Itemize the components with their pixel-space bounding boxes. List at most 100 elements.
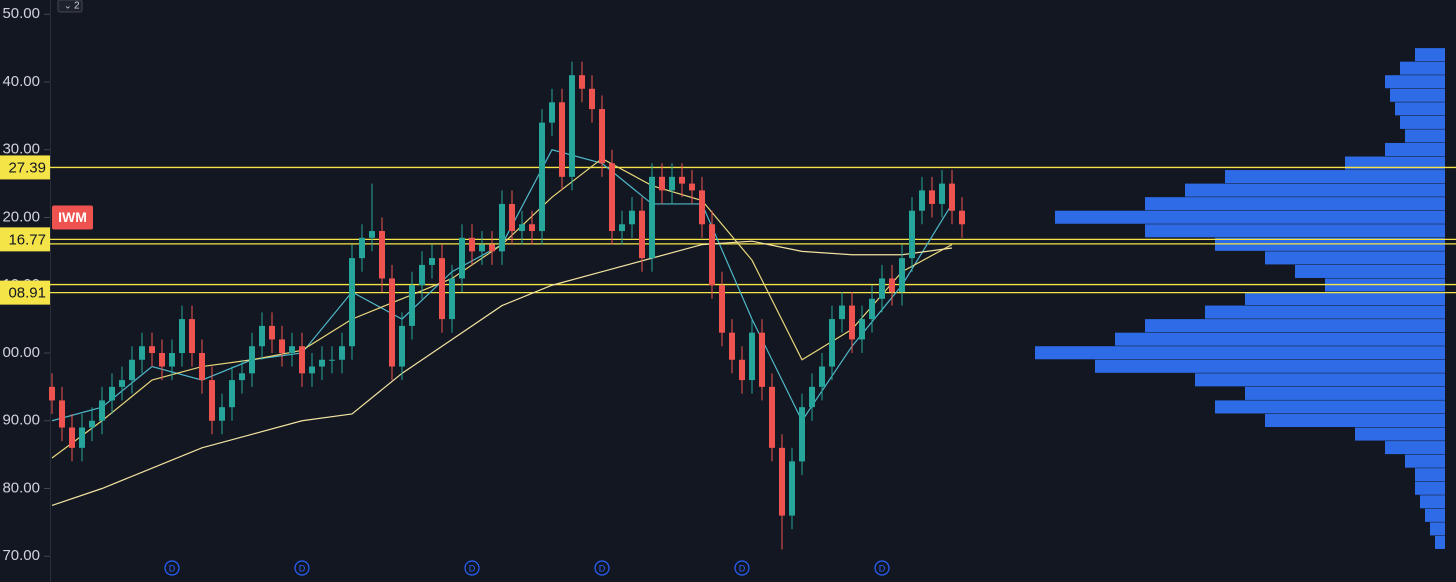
pane-badge-chevron: ⌄ <box>64 0 72 10</box>
candle-body <box>929 190 935 204</box>
candle-body <box>779 447 785 516</box>
candle-body <box>49 386 55 401</box>
candle-body <box>289 346 295 353</box>
candle-body <box>809 386 815 408</box>
profile-bar <box>1145 319 1445 333</box>
dividend-label: D <box>879 563 886 573</box>
candle-body <box>399 325 405 367</box>
profile-bar <box>1395 102 1445 116</box>
profile-bar <box>1415 48 1445 62</box>
profile-bar <box>1035 346 1445 360</box>
moving-average <box>51 240 953 507</box>
profile-bar <box>1225 170 1445 184</box>
profile-bar <box>1115 332 1445 346</box>
candle-body <box>909 210 915 259</box>
candle-body <box>799 407 805 462</box>
dividend-marker <box>734 560 750 576</box>
candle-body <box>259 325 265 347</box>
y-tick-label: 40.00 <box>2 73 40 90</box>
candle-body <box>899 258 905 293</box>
candle-body <box>599 109 605 164</box>
level-tag <box>0 227 50 252</box>
candle-body <box>469 237 475 252</box>
candle-body <box>319 359 325 367</box>
profile-bar <box>1145 224 1445 238</box>
candle-body <box>549 102 555 123</box>
candle-body <box>849 305 855 340</box>
profile-bar <box>1425 508 1445 522</box>
profile-bar <box>1265 251 1445 265</box>
candle-body <box>509 203 515 232</box>
candle-body <box>749 332 755 381</box>
candle-body <box>249 346 255 374</box>
candle-body <box>149 346 155 353</box>
profile-bar <box>1205 305 1445 319</box>
candle-body <box>119 380 125 387</box>
profile-bar <box>1415 468 1445 482</box>
dividend-marker <box>464 560 480 576</box>
candle-body <box>199 352 205 381</box>
profile-bar <box>1435 535 1445 549</box>
candles <box>49 61 965 550</box>
candle-body <box>639 210 645 259</box>
candle-body <box>209 380 215 421</box>
profile-bar <box>1420 495 1445 509</box>
profile-bar <box>1415 481 1445 495</box>
profile-bar <box>1390 88 1445 102</box>
volume-profile <box>1035 48 1445 549</box>
candle-body <box>669 176 675 191</box>
profile-bar <box>1055 210 1445 224</box>
candle-body <box>659 176 665 191</box>
profile-bar <box>1385 75 1445 89</box>
candle-body <box>519 224 525 232</box>
profile-bar <box>1400 115 1445 129</box>
candle-body <box>219 407 225 421</box>
candle-body <box>579 75 585 89</box>
candle-body <box>959 210 965 225</box>
dividend-label: D <box>299 563 306 573</box>
candle-body <box>479 244 485 252</box>
candle-body <box>769 386 775 448</box>
dividend-marker <box>874 560 890 576</box>
candle-body <box>709 224 715 286</box>
level-tag <box>0 280 50 305</box>
candle-body <box>679 176 685 184</box>
dividend-label: D <box>739 563 746 573</box>
candle-body <box>689 183 695 191</box>
candle-body <box>429 258 435 265</box>
profile-bar <box>1430 522 1445 536</box>
candle-body <box>499 203 505 252</box>
candle-body <box>59 400 65 428</box>
pane-badge <box>57 0 83 13</box>
dividend-label: D <box>169 563 176 573</box>
y-tick-label: 30.00 <box>2 141 40 158</box>
candle-body <box>879 278 885 299</box>
candle-body <box>99 400 105 421</box>
candle-body <box>379 231 385 279</box>
dividend-marker <box>294 560 310 576</box>
profile-bar <box>1385 441 1445 455</box>
candle-body <box>169 352 175 367</box>
dividend-marker <box>164 560 180 576</box>
candle-body <box>139 346 145 360</box>
profile-bar <box>1095 359 1445 373</box>
candle-body <box>619 224 625 232</box>
y-axis: 50.0040.0030.0020.0010.0000.0090.0080.00… <box>0 5 93 564</box>
candle-body <box>269 325 275 340</box>
candle-body <box>609 163 615 232</box>
candle-body <box>279 339 285 353</box>
candle-body <box>699 190 705 225</box>
level-tag <box>0 155 50 180</box>
candle-body <box>949 183 955 211</box>
level-tag-label: 16.77 <box>8 231 46 248</box>
candle-body <box>309 366 315 374</box>
y-tick-label: 00.00 <box>2 344 40 361</box>
candle-body <box>789 461 795 516</box>
candle-body <box>229 380 235 408</box>
dividend-marker <box>594 560 610 576</box>
candle-body <box>919 190 925 211</box>
dividend-label: D <box>469 563 476 573</box>
candle-body <box>369 231 375 238</box>
